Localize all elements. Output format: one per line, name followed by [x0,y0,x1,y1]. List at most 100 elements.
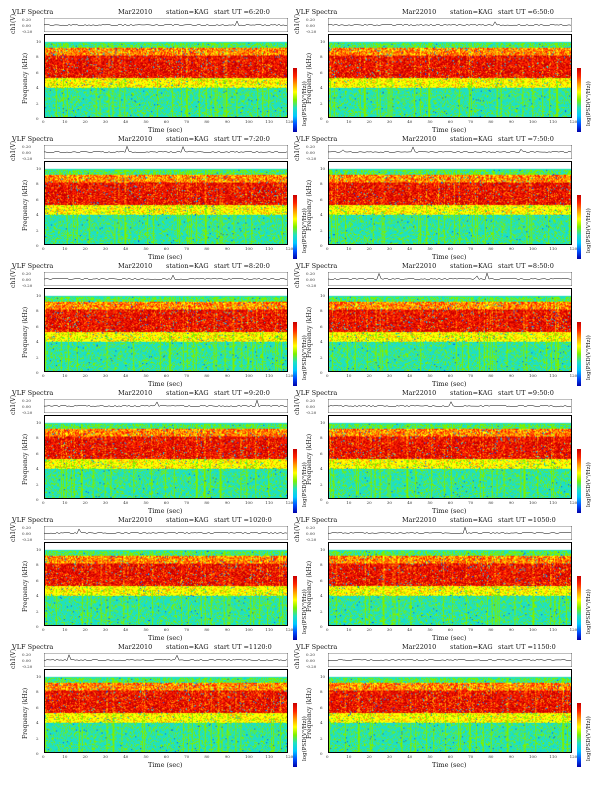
time-tick-label: 0 [326,119,329,124]
frequency-tick-label: 10 [36,420,42,425]
panel-station: station=KAG [166,516,209,524]
colorbar-label: log(PSD(V²/Hz)) [586,462,592,507]
waveform-tick-label: -0.20 [306,156,317,161]
frequency-tick-label: 0 [36,243,39,248]
frequency-tick-label: 4 [320,593,323,599]
frequency-tick-label: 8 [36,562,39,568]
time-xlabel: Time (sec) [148,761,183,769]
panel-start-time: start UT =6:20:0 [214,8,270,16]
time-tick-label: 50 [143,373,149,378]
panel-date: Mar22010 [402,262,437,270]
time-xlabel: Time (sec) [148,634,183,642]
panel-start-time: start UT =7:50:0 [498,135,554,143]
time-tick-label: 70 [468,119,474,124]
waveform-tick-label: 0.00 [306,404,315,409]
panel-header: VLF Spectra Mar22010 station=KAG start UT =… [8,8,288,17]
panel-title: VLF Spectra [12,516,54,524]
time-tick-label: 120 [569,627,578,632]
waveform-tick-label: -0.20 [306,283,317,288]
frequency-tick-label: 6 [36,450,39,456]
time-tick-label: 20 [366,754,372,759]
time-tick-label: 50 [143,627,149,632]
time-tick-label: 100 [245,754,253,759]
frequency-tick-label: 6 [36,704,39,710]
frequency-tick-label: 8 [36,689,39,695]
time-tick-label: 40 [123,754,129,759]
panel-title: VLF Spectra [12,135,54,143]
waveform-tick-label: -0.20 [22,156,33,161]
time-tick-label: 60 [447,627,453,632]
waveform-plot [44,145,288,159]
frequency-tick-label: 10 [320,547,326,552]
time-tick-label: 10 [62,373,68,378]
frequency-ylabel: Frequency (kHz) [22,433,29,485]
waveform-ylabel: ch1(V) [10,394,17,415]
frequency-tick-label: 6 [320,323,323,329]
time-tick-label: 100 [245,627,253,632]
panel-date: Mar22010 [118,135,153,143]
time-tick-label: 60 [163,119,169,124]
time-tick-label: 20 [82,246,88,251]
colorbar [577,195,581,259]
frequency-tick-label: 10 [36,166,42,171]
time-tick-label: 50 [143,754,149,759]
time-tick-label: 20 [366,627,372,632]
waveform-plot [328,145,572,159]
panel-title: VLF Spectra [296,389,338,397]
time-tick-label: 30 [386,246,392,251]
spectrogram-canvas [329,289,571,371]
spectrogram-canvas [329,416,571,498]
time-tick-label: 110 [265,627,273,632]
time-tick-label: 70 [468,373,474,378]
waveform-tick-label: -0.20 [306,664,317,669]
panel-start-time: start UT =1020:0 [214,516,272,524]
time-tick-label: 80 [204,754,210,759]
colorbar [293,322,297,386]
waveform-tick-label: 0.20 [306,398,315,403]
time-tick-label: 110 [549,500,557,505]
time-tick-label: 60 [163,500,169,505]
time-tick-label: 0 [42,373,45,378]
time-tick-label: 30 [386,119,392,124]
panel-station: station=KAG [166,389,209,397]
spectrogram-canvas [45,162,287,244]
waveform-tick-label: 0.20 [22,17,31,22]
panel-header: VLF Spectra Mar22010 station=KAG start UT =… [8,135,288,144]
time-tick-label: 80 [488,627,494,632]
spectrogram-canvas [329,670,571,752]
time-tick-label: 90 [224,246,230,251]
waveform-ylabel: ch1(V) [10,140,17,161]
time-tick-label: 110 [549,119,557,124]
time-tick-label: 90 [508,754,514,759]
frequency-tick-label: 6 [36,323,39,329]
frequency-tick-label: 2 [36,481,39,487]
waveform-tick-label: 0.20 [22,144,31,149]
waveform-tick-label: 0.20 [306,271,315,276]
waveform-tick-label: -0.20 [306,537,317,542]
spectrogram-canvas [329,35,571,117]
time-tick-label: 50 [143,500,149,505]
waveform-plot [44,526,288,540]
time-tick-label: 100 [245,373,253,378]
waveform-tick-label: 0.00 [306,23,315,28]
waveform-tick-label: 0.20 [306,17,315,22]
spectrogram-image [44,288,288,372]
frequency-ylabel: Frequency (kHz) [306,560,313,612]
time-tick-label: 60 [447,500,453,505]
waveform-plot [44,272,288,286]
time-tick-label: 30 [386,754,392,759]
spectrogram-canvas [329,543,571,625]
frequency-tick-label: 0 [320,624,323,629]
panel-station: station=KAG [166,643,209,651]
panel-date: Mar22010 [118,8,153,16]
spectrogram-canvas [45,543,287,625]
time-tick-label: 30 [102,627,108,632]
panel-start-time: start UT =9:50:0 [498,389,554,397]
panel-station: station=KAG [166,8,209,16]
waveform-tick-label: 0.20 [22,398,31,403]
panel-header: VLF Spectra Mar22010 station=KAG start UT =… [292,643,572,652]
frequency-tick-label: 0 [36,624,39,629]
time-tick-label: 70 [184,119,190,124]
frequency-tick-label: 8 [320,435,323,441]
spectrogram-panel: VLF Spectra Mar22010 station=KAG start UT =… [8,262,308,388]
